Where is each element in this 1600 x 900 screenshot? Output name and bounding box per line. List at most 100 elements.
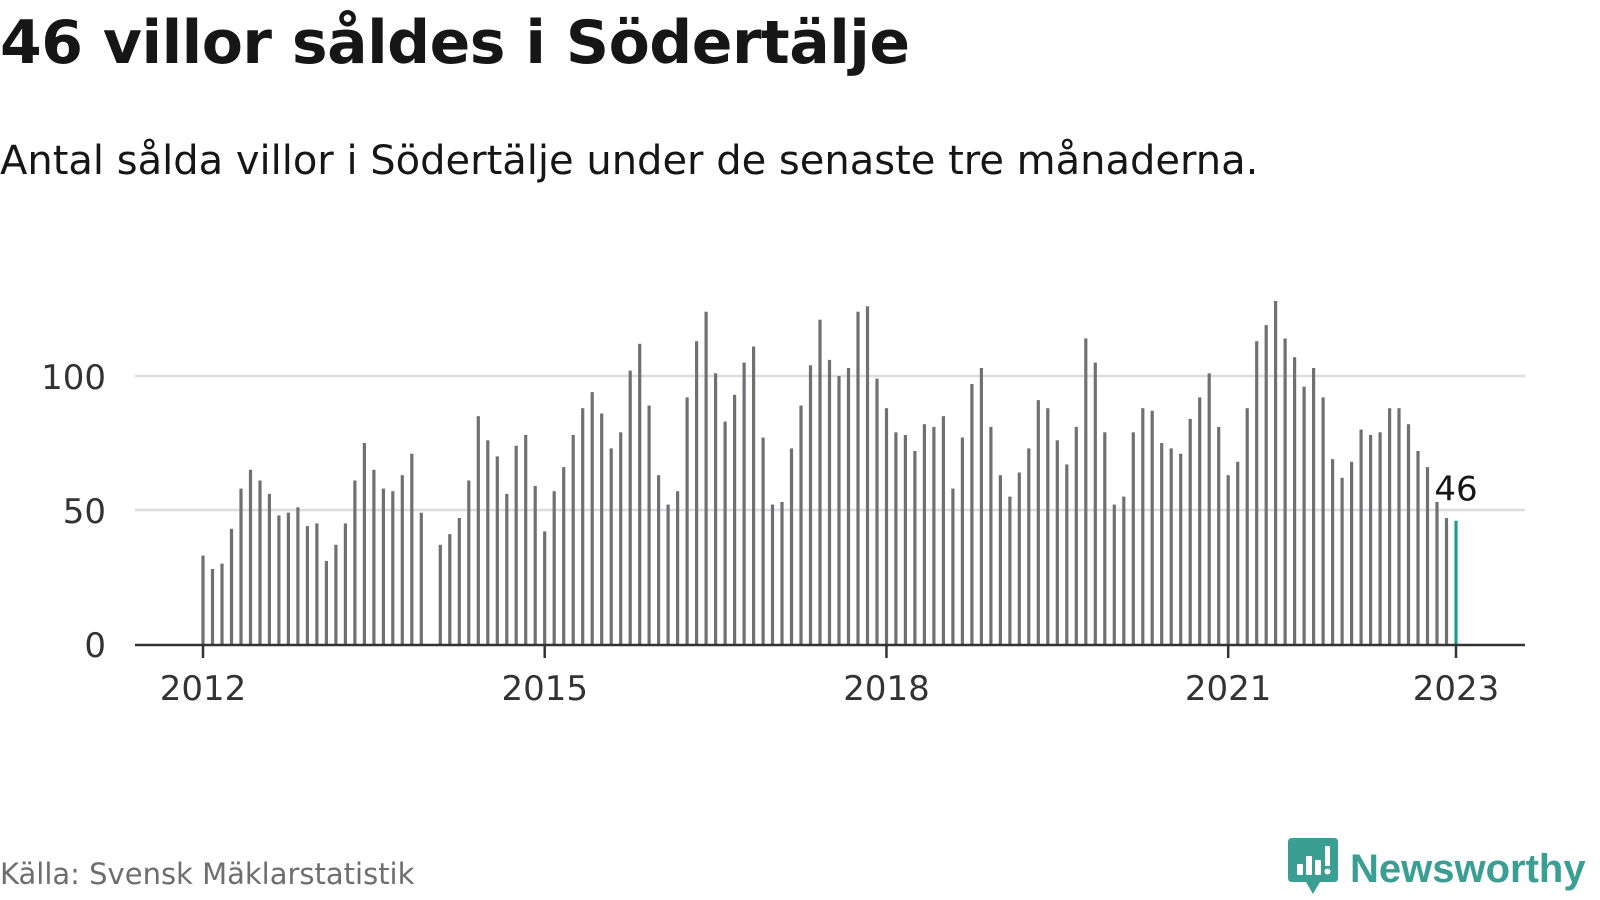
bar — [372, 469, 376, 644]
bar — [865, 306, 870, 644]
bar — [619, 432, 623, 644]
bar — [1274, 301, 1278, 644]
bar — [1150, 410, 1154, 644]
bar — [1084, 338, 1088, 644]
bar — [1406, 424, 1411, 644]
x-tick-label: 2015 — [501, 669, 588, 709]
bar — [514, 445, 518, 644]
bar — [324, 560, 328, 644]
bar — [1425, 467, 1430, 644]
bar — [657, 475, 661, 644]
bar — [495, 456, 499, 644]
chart-subtitle: Antal sålda villor i Södertälje under de… — [0, 138, 1259, 184]
bar — [1160, 443, 1164, 644]
bar — [979, 368, 983, 644]
bar — [381, 488, 385, 644]
bar — [552, 491, 556, 644]
x-tick-label: 2021 — [1185, 669, 1272, 709]
bar — [1245, 408, 1249, 644]
bar — [1074, 426, 1078, 644]
bar — [903, 435, 907, 644]
bar — [438, 544, 442, 644]
bar — [666, 504, 670, 644]
bar — [600, 413, 604, 644]
bar — [457, 518, 461, 644]
bar — [277, 515, 281, 644]
bar — [1103, 432, 1107, 644]
bar — [1397, 408, 1401, 644]
y-tick-label: 0 — [84, 626, 106, 666]
bar — [695, 341, 699, 644]
bar — [1388, 408, 1392, 644]
bar — [1283, 338, 1287, 644]
bar — [1169, 448, 1173, 644]
brand-name: Newsworthy — [1350, 846, 1586, 891]
bar — [789, 448, 794, 644]
bar — [1255, 341, 1259, 644]
bar — [1046, 408, 1050, 644]
bar — [258, 480, 262, 644]
bars — [201, 301, 1458, 644]
bar — [780, 502, 784, 644]
bar — [353, 480, 357, 644]
bar — [628, 370, 632, 644]
bar — [761, 437, 765, 644]
bar — [533, 485, 537, 644]
bar — [884, 408, 889, 644]
bar — [704, 311, 708, 644]
bar — [1302, 386, 1306, 644]
bar — [1188, 418, 1192, 644]
bar — [846, 368, 851, 644]
bar — [742, 362, 746, 644]
bar — [1217, 426, 1221, 644]
bar — [410, 453, 414, 644]
bar — [1264, 325, 1268, 644]
bar — [467, 480, 471, 644]
bar — [989, 426, 993, 644]
bar — [305, 526, 309, 644]
bar — [1017, 472, 1021, 644]
bar — [296, 507, 300, 644]
source-note: Källa: Svensk Mäklarstatistik — [0, 857, 415, 891]
bar — [1321, 397, 1325, 644]
bar — [1055, 440, 1059, 644]
bar — [400, 475, 404, 644]
bar — [505, 493, 509, 644]
bar — [1435, 502, 1439, 644]
bar — [581, 408, 585, 644]
bar — [1207, 373, 1211, 644]
bar — [1065, 464, 1069, 644]
bar — [714, 373, 718, 644]
bar — [1093, 362, 1097, 644]
highlight-bar — [1454, 520, 1458, 644]
bar — [571, 435, 575, 644]
bar — [1350, 461, 1354, 644]
bar — [638, 343, 642, 644]
bar — [1008, 496, 1012, 644]
bar — [856, 311, 860, 644]
bar — [476, 416, 480, 644]
bar — [609, 448, 613, 644]
bar — [590, 392, 594, 644]
bar — [1198, 397, 1202, 644]
bar — [239, 488, 243, 644]
bar — [286, 512, 290, 644]
bar — [998, 475, 1002, 644]
bar — [1293, 357, 1297, 644]
bar — [970, 384, 974, 644]
bar — [315, 523, 319, 644]
bar — [1122, 496, 1126, 644]
bar — [486, 440, 490, 644]
bar — [913, 451, 917, 644]
bar — [827, 359, 832, 644]
bar — [1112, 504, 1116, 644]
bar — [1444, 518, 1449, 644]
bar — [201, 555, 205, 644]
bar — [647, 405, 651, 644]
bar — [362, 443, 366, 644]
x-tick-label: 2012 — [160, 669, 247, 709]
bar — [210, 569, 215, 644]
brand-logo[interactable]: Newsworthy — [1288, 838, 1586, 900]
x-tick-label: 2018 — [843, 669, 930, 709]
bar — [419, 512, 423, 644]
